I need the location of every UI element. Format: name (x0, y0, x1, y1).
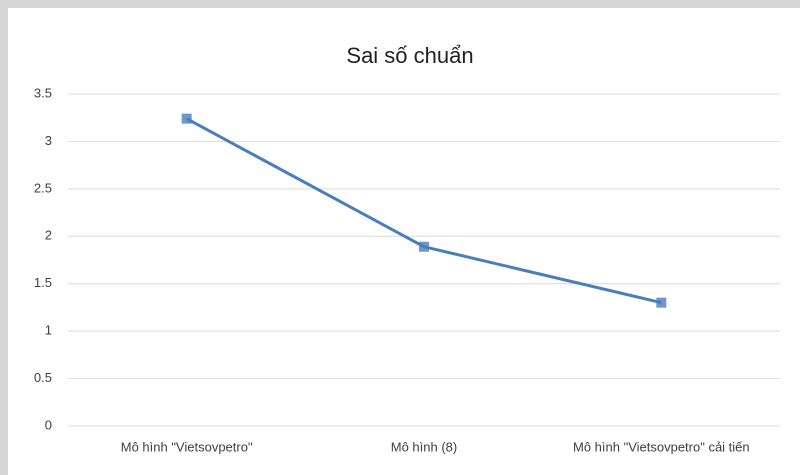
data-marker (181, 113, 192, 124)
y-tick-label: 2 (45, 228, 52, 243)
data-marker (419, 241, 429, 252)
x-tick-label: Mô hình "Vietsovpetro" cải tiến (573, 439, 750, 454)
y-tick-label: 2.5 (34, 180, 52, 195)
x-tick-label: Mô hình "Vietsovpetro" (121, 439, 253, 454)
chart-title: Sai số chuẩn (346, 43, 473, 68)
y-tick-label: 1.5 (34, 275, 52, 290)
y-tick-label: 3.5 (34, 85, 52, 100)
x-tick-label: Mô hình (8) (391, 439, 457, 454)
y-tick-label: 0.5 (34, 370, 52, 385)
data-marker (656, 297, 667, 308)
y-tick-label: 3 (45, 133, 52, 148)
y-tick-label: 1 (45, 323, 52, 338)
y-tick-label: 0 (45, 417, 52, 432)
